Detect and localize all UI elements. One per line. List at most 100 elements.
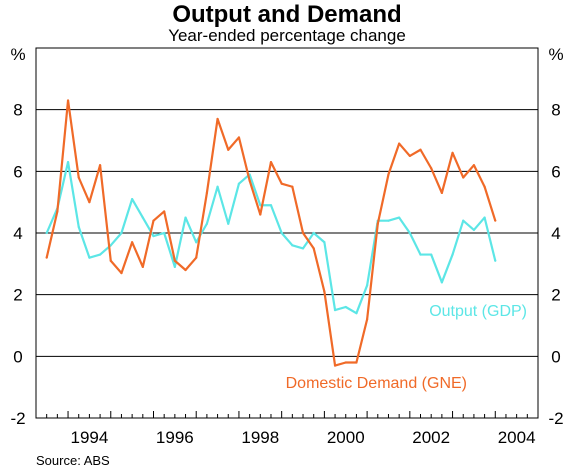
data-point <box>440 191 443 195</box>
data-point <box>131 197 134 201</box>
series-lines <box>45 99 497 367</box>
data-point <box>195 256 198 259</box>
y-axis-unit-right: % <box>548 45 563 64</box>
series-label-output-gdp: Output (GDP) <box>429 303 527 320</box>
data-point <box>152 234 155 238</box>
data-point <box>216 185 219 188</box>
x-tick-label: 1994 <box>70 428 108 447</box>
plot-area-frame <box>35 47 539 419</box>
data-point <box>88 201 91 204</box>
data-point <box>387 219 390 222</box>
x-tick-label: 2004 <box>498 428 536 447</box>
tick-marks <box>35 411 539 418</box>
data-point <box>494 219 497 222</box>
data-point <box>184 216 187 219</box>
data-point <box>323 290 326 293</box>
data-point <box>494 259 497 262</box>
data-point <box>173 265 176 269</box>
gridlines <box>36 109 538 357</box>
data-point <box>312 231 315 235</box>
data-point <box>355 312 358 315</box>
source-note: Source: ABS <box>36 453 110 468</box>
data-point <box>269 204 273 207</box>
y-tick-label-right: 4 <box>551 224 560 243</box>
data-point <box>141 265 144 269</box>
data-point <box>451 151 454 154</box>
data-point <box>227 222 230 225</box>
data-point <box>301 247 305 250</box>
y-tick-label-left: 8 <box>13 101 22 120</box>
data-point <box>259 204 262 207</box>
data-point <box>152 219 155 222</box>
data-point <box>66 160 70 164</box>
data-point <box>387 173 390 176</box>
data-point <box>216 117 219 121</box>
data-point <box>173 259 176 262</box>
data-point <box>269 160 273 164</box>
data-point <box>163 210 166 213</box>
data-point <box>45 231 48 235</box>
y-tick-label-right: 6 <box>551 162 560 181</box>
data-point <box>366 318 369 321</box>
y-tick-label-right: 2 <box>551 286 560 305</box>
data-point <box>77 176 80 179</box>
chart-title: Output and Demand <box>172 1 402 28</box>
data-point <box>88 256 91 259</box>
data-point <box>131 241 134 244</box>
data-point <box>419 253 422 256</box>
data-point <box>98 164 102 167</box>
y-tick-label-left: 4 <box>13 224 22 243</box>
data-point <box>408 154 411 158</box>
y-tick-label-right: -2 <box>548 409 563 428</box>
data-point <box>312 247 315 250</box>
data-point <box>472 228 476 232</box>
data-point <box>462 219 465 222</box>
data-point <box>280 231 283 235</box>
data-point <box>419 148 422 151</box>
data-point <box>483 216 486 219</box>
data-point <box>205 191 208 195</box>
data-point <box>376 222 379 225</box>
data-point <box>291 244 294 247</box>
data-point <box>301 231 305 235</box>
x-tick-label: 2002 <box>412 428 450 447</box>
chart-subtitle: Year-ended percentage change <box>168 26 406 45</box>
data-point <box>333 308 337 312</box>
data-point <box>398 142 401 145</box>
data-point <box>430 253 433 256</box>
data-point <box>483 185 486 188</box>
data-point <box>98 253 102 256</box>
data-point <box>120 231 123 235</box>
data-point <box>237 182 241 185</box>
data-point <box>280 182 283 185</box>
data-point <box>205 222 208 225</box>
data-point <box>141 216 144 219</box>
data-point <box>366 284 369 287</box>
y-tick-label-right: 8 <box>551 101 560 120</box>
data-point <box>398 216 401 219</box>
x-tick-label: 2000 <box>327 428 365 447</box>
x-tick-label: 1996 <box>156 428 194 447</box>
y-tick-label-left: 6 <box>13 162 22 181</box>
y-tick-label-left: 2 <box>13 286 22 305</box>
y-axis-unit-left: % <box>10 45 25 64</box>
series-line-output-gdp <box>45 160 497 315</box>
data-point <box>355 361 358 364</box>
data-point <box>291 185 294 188</box>
data-point <box>109 259 112 262</box>
data-point <box>184 268 187 272</box>
data-point <box>344 305 347 309</box>
data-point <box>248 179 251 182</box>
x-tick-label: 1998 <box>241 428 279 447</box>
data-point <box>451 253 454 256</box>
axis-labels: % % -2 -2 0 0 2 2 4 4 6 6 8 8 1994 1996 1998 2000 2002 20… <box>10 45 563 447</box>
data-point <box>66 99 70 102</box>
data-point <box>462 176 465 179</box>
data-point <box>227 148 230 151</box>
y-tick-label-left: -2 <box>10 409 25 428</box>
data-point <box>323 241 326 244</box>
data-point <box>237 136 241 139</box>
data-point <box>77 225 80 228</box>
data-point <box>344 361 347 364</box>
